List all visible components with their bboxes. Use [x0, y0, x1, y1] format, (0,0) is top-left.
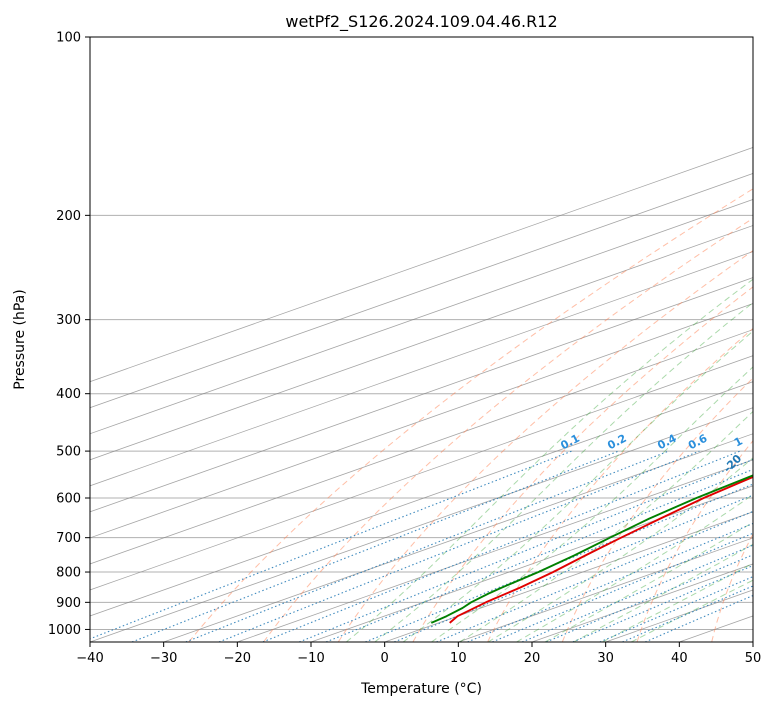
dry-adiabat-line [412, 286, 753, 642]
mixing-ratio-label: 0.4 [655, 432, 679, 453]
x-tick-label: −30 [150, 651, 177, 666]
x-tick-label: −10 [297, 651, 324, 666]
mixing-ratio-line [298, 458, 753, 642]
y-axis: 1000 900 800 700 600 500 400 300 200 100 [48, 31, 90, 638]
moist-adiabat-line [573, 543, 753, 642]
y-tick-label: 200 [56, 209, 81, 224]
x-tick-label: 0 [381, 651, 389, 666]
isotherm-line [90, 146, 753, 383]
x-tick-label: −20 [224, 651, 251, 666]
isotherm-line [90, 277, 753, 513]
mixing-ratio-label: 0.2 [605, 432, 628, 453]
isotherm-line [163, 433, 753, 642]
mixing-ratio-line [436, 510, 753, 642]
y-tick-label: 500 [56, 445, 81, 460]
dry-adiabat-line [188, 188, 753, 642]
mixing-ratio-label: 0.1 [558, 432, 581, 453]
isotherm-line [90, 355, 753, 591]
isotherm-line [752, 641, 753, 642]
dry-adiabat-line [636, 439, 753, 642]
x-tick-label: 10 [450, 651, 467, 666]
x-tick-label: 40 [671, 651, 688, 666]
isotherm-line [90, 173, 753, 409]
mixing-ratio-line [644, 594, 753, 642]
x-axis-label: Temperature (°C) [360, 681, 482, 697]
y-tick-label: 700 [56, 531, 81, 546]
moist-adiabat-line [431, 366, 753, 642]
y-tick-label: 100 [56, 31, 81, 46]
mixing-ratio-line [131, 450, 619, 642]
y-tick-label: 1000 [48, 623, 81, 638]
isotherm-line [237, 459, 753, 642]
chart-title: wetPf2_S126.2024.109.04.46.R12 [285, 12, 557, 32]
mixing-ratio-line [262, 450, 741, 642]
mixing-ratio-line [521, 544, 753, 642]
mixing-ratio-line [546, 554, 753, 642]
y-tick-label: 800 [56, 566, 81, 581]
dry-adiabat-line [263, 217, 753, 642]
moist-adiabat-line [630, 579, 753, 642]
y-tick-label: 300 [56, 313, 81, 328]
moist-adiabat-line [516, 494, 753, 642]
isotherm-line [90, 199, 753, 435]
temperature-line [449, 475, 753, 624]
x-axis: −40 −30 −20 −10 0 10 20 30 40 50 [76, 642, 761, 666]
y-tick-label: 600 [56, 492, 81, 507]
background-lines [90, 37, 753, 642]
moist-adiabat-line [459, 410, 753, 642]
isotherm-line [384, 511, 753, 642]
moist-adiabat-line [345, 278, 753, 642]
y-tick-label: 900 [56, 596, 81, 611]
isotherm-line [90, 407, 753, 642]
moist-adiabat-line [544, 521, 753, 642]
plot-frame [89, 36, 754, 643]
profile-lines [430, 474, 753, 624]
isotherm-line [90, 303, 753, 539]
isotherm-line [90, 225, 753, 461]
y-axis-label: Pressure (hPa) [12, 289, 28, 389]
mixing-ratio-line [365, 483, 753, 642]
dewpoint-line [430, 474, 753, 624]
mixing-ratio-line [90, 450, 572, 640]
mixing-ratio-line [325, 468, 753, 642]
moist-adiabat-line [374, 302, 753, 642]
isotherm-line [605, 589, 753, 642]
isotherm-line [90, 251, 753, 487]
y-tick-label: 400 [56, 387, 81, 402]
isotherm-line [90, 329, 753, 565]
line-labels: 0.10.20.40.611.52346810131620253036-100-… [558, 432, 775, 476]
isotherm-line [679, 615, 753, 642]
mixing-ratio-label: 1.5 [760, 432, 775, 453]
isotherm-line [90, 381, 753, 617]
isotherm-line [310, 485, 753, 642]
x-tick-label: 20 [524, 651, 541, 666]
mixing-ratio-label: 1 [732, 434, 745, 449]
mixing-ratio-line [572, 564, 753, 642]
moist-adiabat-line [602, 562, 753, 642]
x-tick-label: 50 [745, 651, 762, 666]
dry-adiabat-line [337, 250, 753, 642]
mixing-ratio-label: 0.6 [686, 432, 710, 453]
x-tick-label: 30 [597, 651, 614, 666]
mixing-ratio-line [492, 532, 753, 642]
moist-adiabat-line [487, 457, 753, 642]
isotherm-line [458, 537, 753, 642]
mixing-ratio-line [622, 585, 753, 642]
x-tick-label: −40 [76, 651, 103, 666]
mixing-ratio-line [467, 522, 753, 642]
dry-adiabat-line [487, 327, 753, 642]
mixing-ratio-line [185, 450, 669, 642]
